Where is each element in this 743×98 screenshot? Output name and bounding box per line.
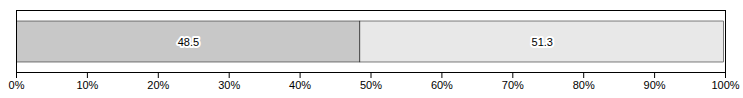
svg-text:0%: 0%	[9, 79, 25, 91]
svg-text:100%: 100%	[711, 79, 739, 91]
svg-text:30%: 30%	[218, 79, 240, 91]
svg-text:20%: 20%	[147, 79, 169, 91]
svg-text:60%: 60%	[431, 79, 453, 91]
svg-text:70%: 70%	[502, 79, 524, 91]
svg-text:40%: 40%	[289, 79, 311, 91]
svg-text:48.5: 48.5	[178, 36, 199, 48]
svg-text:51.3: 51.3	[532, 36, 553, 48]
svg-text:80%: 80%	[573, 79, 595, 91]
svg-text:90%: 90%	[644, 79, 666, 91]
svg-text:10%: 10%	[76, 79, 98, 91]
svg-text:50%: 50%	[360, 79, 382, 91]
